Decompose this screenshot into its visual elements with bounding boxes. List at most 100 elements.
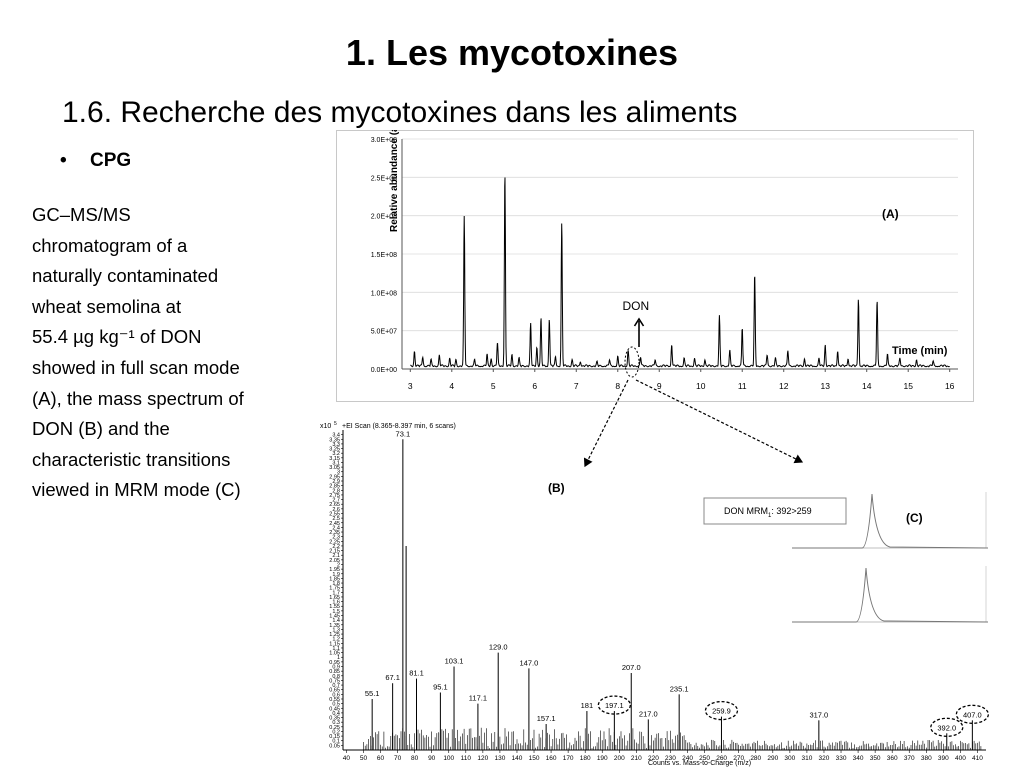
chromatogram-panel-a: 0.0E+00 5.0E+07 1.0E+08 1.5E+08 2.0E+08 2.5E+…	[336, 130, 974, 402]
panel-b-ytick: 1.8	[332, 581, 340, 587]
panel-a-xlabel: Time (min)	[892, 345, 948, 357]
panel-a-xtick: 4	[449, 381, 454, 391]
panel-b-xtick: 90	[428, 755, 436, 762]
panel-a-ylabel: Relative abundance (a.u.)	[389, 130, 400, 232]
spectrum-peak-label: 73.1	[396, 429, 411, 438]
panel-a-xtick: 12	[779, 381, 789, 391]
panel-b-xtick: 240	[682, 755, 693, 762]
panel-a-xtick: 15	[903, 381, 913, 391]
peak-circle-highlight	[955, 704, 990, 724]
panel-b-xtick: 280	[750, 755, 761, 762]
panel-a-xtick: 14	[862, 381, 872, 391]
don-annotation: DON	[623, 299, 650, 313]
panel-a-xtick: 6	[532, 381, 537, 391]
panel-a-ytick: 2.5E+08	[371, 175, 397, 182]
peak-circle-highlight	[704, 700, 739, 721]
panel-a-xtick: 11	[738, 381, 747, 391]
panel-b-ytick: 0.1	[332, 739, 340, 745]
panel-a-ytick: 5.0E+07	[371, 329, 397, 336]
panel-b-ytick: 1.5	[332, 609, 340, 615]
panel-b-ytick: 2.9	[332, 479, 340, 485]
panel-b-ytick: 0.55	[329, 697, 340, 703]
spectrum-peak-label: 407.0	[963, 710, 982, 719]
panel-b-ytick: 0.85	[329, 669, 340, 675]
mrm-transition-trace	[792, 493, 989, 549]
panel-b-xtick: 310	[801, 755, 812, 762]
bullet-dot-icon: •	[60, 150, 67, 171]
panel-b-ytick: 2.1	[332, 553, 340, 559]
panel-a-xtick: 7	[574, 381, 579, 391]
caption-line: viewed in MRM mode (C)	[32, 479, 241, 501]
panel-b-ytick: 0.65	[329, 688, 340, 694]
panel-b-xtick: 390	[938, 755, 949, 762]
panel-b-ytick: 0.15	[329, 734, 340, 740]
bullet-label: CPG	[90, 150, 132, 171]
panel-b-xtick: 110	[461, 755, 472, 762]
panel-b-header: +EI Scan (8.365-8.397 min, 6 scans)	[342, 423, 456, 430]
caption-line: GC–MS/MS	[32, 204, 131, 225]
panel-a-ytick: 0.0E+00	[371, 367, 397, 374]
chromatogram-trace	[410, 177, 950, 368]
panel-b-ytick: 2	[337, 562, 340, 568]
panel-b-xtick: 320	[819, 755, 830, 762]
mrm-inset-background	[792, 564, 988, 626]
caption-line: showed in full scan mode	[32, 356, 240, 378]
panel-b-ytick: 0.25	[329, 725, 340, 731]
panel-c-label: (C)	[906, 511, 923, 525]
panel-b-ytick: 3.35	[329, 437, 340, 443]
panel-b-ytick: 2.95	[329, 474, 340, 480]
panel-b-xtick: 230	[665, 755, 676, 762]
panel-b-xtick: 380	[921, 755, 932, 762]
spectrum-peak-label: 117.1	[469, 694, 487, 703]
spectrum-peak-label: 259.9	[712, 707, 731, 716]
panel-b-xtick: 210	[631, 755, 642, 762]
caption-line: (A), the mass spectrum of	[32, 387, 244, 409]
panel-b-ytick: 2.75	[329, 493, 340, 499]
spectrum-peak-label: 103.1	[445, 657, 464, 666]
panel-a-xtick: 13	[820, 381, 830, 391]
caption-line: wheat semolina at	[32, 295, 182, 317]
spectrum-peak-label: 317.0	[809, 710, 828, 719]
panel-b-ytick: 1.1	[332, 646, 340, 652]
spectrum-peak-label: 235.1	[670, 684, 689, 693]
panel-b-xtick: 290	[767, 755, 778, 762]
figure-caption: GC–MS/MS chromatogram of a naturally conta…	[32, 200, 304, 506]
panel-a-label: (A)	[882, 207, 899, 221]
spectrum-minor-peaks	[363, 727, 982, 750]
spectrum-peak-label: 181	[581, 701, 594, 710]
panel-b-multiplier: x10	[320, 423, 331, 430]
panel-b-ytick: 1.85	[329, 576, 340, 582]
panel-b-ytick: 0.6	[332, 692, 340, 698]
panel-b-ytick: 2.85	[329, 484, 340, 490]
panel-b-ytick: 1.45	[329, 614, 340, 620]
panel-b-xtick: 360	[887, 755, 898, 762]
panel-b-exponent: 5	[334, 421, 337, 427]
panel-b-ytick: 1.05	[329, 651, 340, 657]
panel-b-ytick: 3.15	[329, 456, 340, 462]
don-arrow-icon	[633, 317, 645, 347]
panel-b-xtick: 130	[494, 755, 505, 762]
panel-a-xtick: 9	[657, 381, 662, 391]
panel-b-ytick: 2.3	[332, 535, 340, 541]
panel-b-ytick: 0.05	[329, 743, 340, 749]
panel-b-ytick: 1.7	[332, 590, 340, 596]
panel-a-ytick: 2.0E+08	[371, 214, 397, 221]
panel-b-ytick: 2.8	[332, 488, 340, 494]
panel-a-ytick: 1.5E+08	[371, 252, 397, 259]
spectrum-peak-label: 217.0	[639, 709, 658, 718]
panel-b-ytick: 0.4	[332, 711, 340, 717]
panel-b-xtick: 190	[597, 755, 608, 762]
panel-b-ytick: 2.4	[332, 525, 340, 531]
mrm-label-box	[703, 497, 847, 525]
panel-b-ytick: 1.65	[329, 595, 340, 601]
panel-b-ytick: 3.4	[332, 433, 340, 439]
panel-b-xtick: 70	[394, 755, 402, 762]
panel-b-ytick: 0.35	[329, 716, 340, 722]
caption-line: DON (B) and the	[32, 418, 170, 440]
panel-b-ytick: 2.35	[329, 530, 340, 536]
panel-a-xtick: 3	[408, 381, 413, 391]
panel-b-ytick: 0.45	[329, 706, 340, 712]
slide-subtitle: 1.6. Recherche des mycotoxines dans les …	[62, 96, 738, 129]
panel-b-ytick: 0.8	[332, 674, 340, 680]
mrm-transition-trace	[792, 567, 989, 623]
